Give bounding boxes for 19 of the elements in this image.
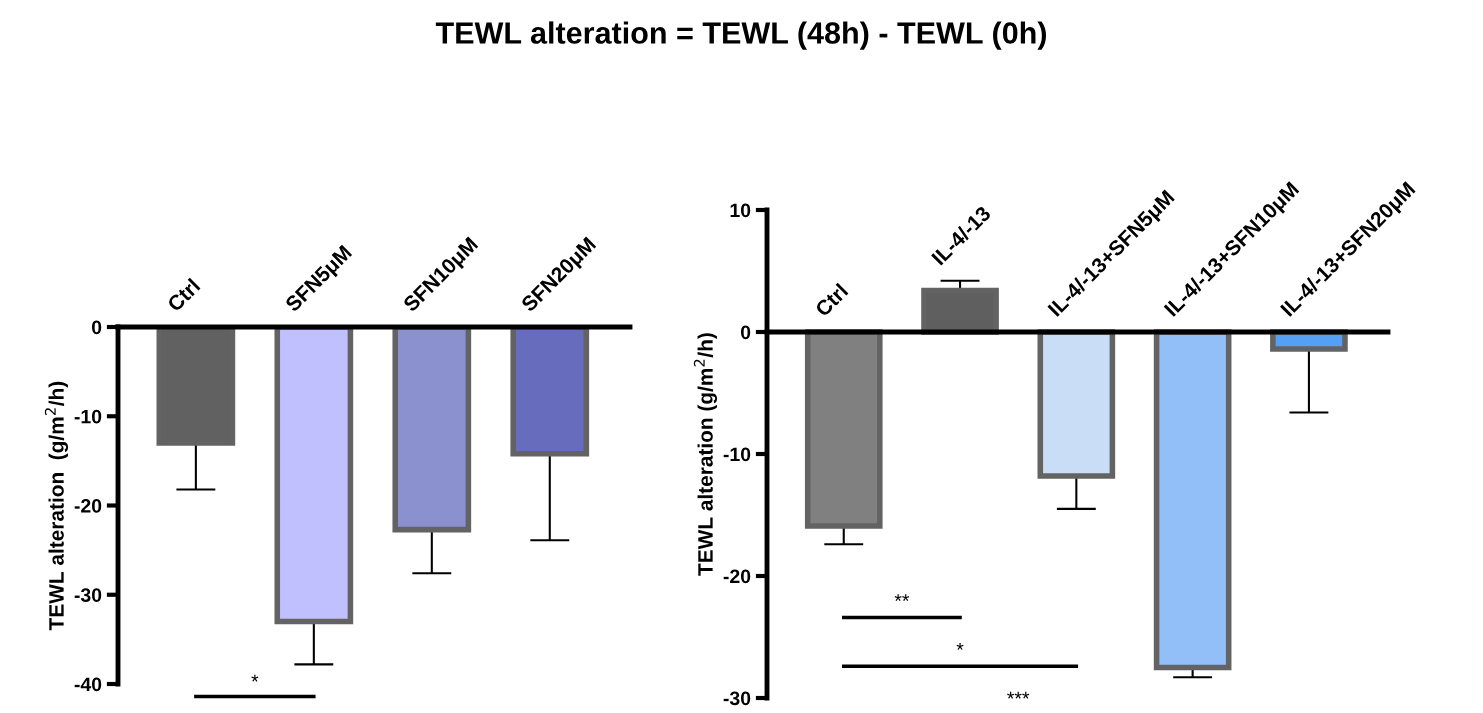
y-tick-label: -20 <box>74 498 102 513</box>
y-tick-label: -40 <box>74 677 102 692</box>
annotation: * <box>251 674 259 682</box>
x-tick-label: Ctrl <box>813 282 849 318</box>
y-tick-label: 0 <box>740 325 751 340</box>
y-tick-label: 0 <box>91 320 102 335</box>
text: TEWL alteration = TEWL (48h) - TEWL (0h) <box>435 21 1047 50</box>
annotation: ** <box>894 594 910 602</box>
y-tick-label: -30 <box>74 588 102 603</box>
y-tick-label: -10 <box>74 409 102 424</box>
y-tick-label: -10 <box>723 447 751 462</box>
annotation: *** <box>1007 691 1030 699</box>
y-tick-label: -30 <box>723 691 751 706</box>
annotation: * <box>956 643 964 650</box>
y-tick-label: -20 <box>723 569 751 584</box>
y-axis-title: TEWL alteration (g/m$^{2}$/h) <box>44 381 69 631</box>
x-tick-label: Ctrl <box>166 277 201 313</box>
y-axis-title: TEWL alteration (g/m$^{2}$/h) <box>693 333 718 576</box>
y-tick-label: 10 <box>730 203 751 218</box>
